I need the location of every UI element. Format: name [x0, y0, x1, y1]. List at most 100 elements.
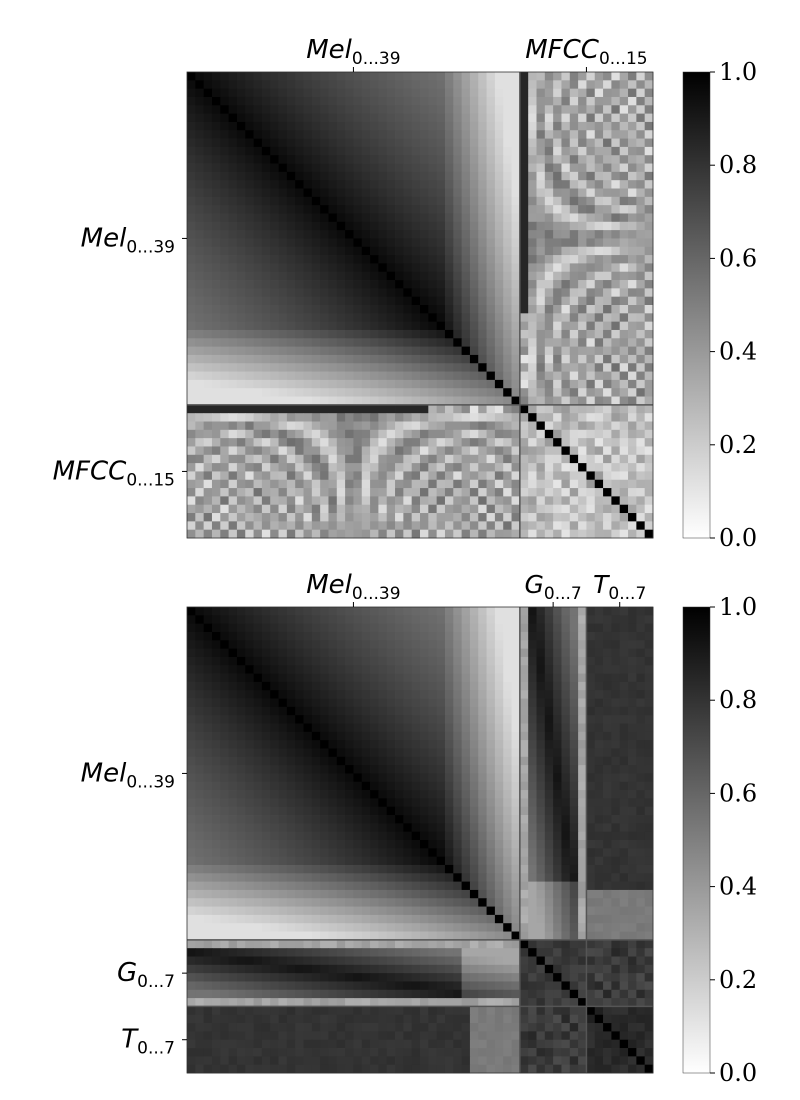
heatmap-cell: [187, 196, 196, 206]
heatmap-cell: [211, 130, 221, 139]
heatmap-cell: [420, 221, 429, 231]
heatmap-cell: [411, 715, 421, 724]
heatmap-cell: [195, 864, 205, 874]
heatmap-cell: [544, 146, 554, 156]
heatmap-cell: [336, 371, 346, 381]
heatmap-cell: [345, 221, 354, 231]
heatmap-cell: [211, 496, 221, 506]
heatmap-cell: [469, 488, 479, 497]
heatmap-cell: [478, 471, 487, 481]
heatmap-cell: [528, 305, 537, 314]
heatmap-cell: [569, 130, 579, 139]
heatmap-cell: [478, 706, 487, 716]
heatmap-cell: [603, 690, 612, 699]
heatmap-cell: [636, 840, 646, 849]
heatmap-cell: [636, 288, 646, 298]
heatmap-cell: [603, 731, 612, 741]
heatmap-cell: [586, 421, 596, 431]
heatmap-cell: [245, 756, 254, 766]
heatmap-cell: [195, 221, 205, 231]
heatmap-cell: [403, 438, 413, 447]
heatmap-cell: [386, 313, 396, 323]
heatmap-cell: [536, 471, 546, 481]
heatmap-cell: [278, 188, 288, 198]
heatmap-cell: [578, 681, 587, 691]
heatmap-cell: [320, 263, 329, 273]
heatmap-cell: [403, 798, 413, 808]
heatmap-cell: [411, 171, 421, 181]
heatmap-cell: [261, 715, 271, 724]
heatmap-cell: [544, 329, 554, 339]
heatmap-cell: [320, 698, 329, 708]
heatmap-cell: [303, 96, 313, 106]
heatmap-cell: [270, 673, 279, 683]
heatmap-cell: [278, 673, 288, 683]
heatmap-cell: [586, 313, 596, 323]
heatmap-cell: [370, 354, 379, 364]
heatmap-cell: [603, 446, 612, 456]
heatmap-cell: [278, 848, 288, 858]
heatmap-cell: [586, 798, 596, 808]
heatmap-cell: [428, 396, 438, 406]
heatmap-cell: [569, 338, 579, 348]
heatmap-cell: [436, 521, 446, 531]
heatmap-cell: [236, 121, 246, 131]
heatmap-cell: [228, 790, 238, 799]
heatmap-cell: [411, 673, 421, 683]
heatmap-cell: [353, 354, 363, 364]
heatmap-cell: [370, 815, 379, 824]
heatmap-cell: [345, 296, 354, 306]
heatmap-cell: [336, 773, 346, 783]
heatmap-cell: [436, 321, 446, 331]
heatmap-cell: [187, 504, 196, 514]
heatmap-cell: [628, 321, 637, 331]
heatmap-cell: [253, 665, 263, 674]
heatmap-cell: [261, 363, 271, 372]
heatmap-cell: [428, 346, 438, 356]
heatmap-cell: [636, 146, 646, 156]
heatmap-cell: [553, 221, 562, 231]
heatmap-cell: [469, 404, 479, 414]
heatmap-cell: [253, 329, 263, 339]
heatmap-cell: [644, 471, 654, 481]
heatmap-cell: [636, 130, 646, 139]
heatmap-cell: [569, 305, 579, 314]
heatmap-cell: [336, 313, 346, 323]
heatmap-cell: [386, 690, 396, 699]
heatmap-cell: [211, 205, 221, 214]
heatmap-cell: [453, 255, 463, 264]
heatmap-cell: [469, 864, 479, 874]
heatmap-cell: [403, 471, 413, 481]
heatmap-cell: [286, 529, 296, 539]
heatmap-cell: [644, 479, 654, 489]
heatmap-cell: [528, 363, 537, 372]
heatmap-cell: [444, 873, 454, 883]
heatmap-cell: [544, 88, 554, 98]
heatmap-cell: [211, 806, 221, 816]
heatmap-cell: [486, 665, 496, 674]
heatmap-cell: [395, 815, 404, 824]
heatmap-cell: [286, 806, 296, 816]
heatmap-cell: [461, 488, 471, 497]
heatmap-cell: [636, 781, 646, 791]
heatmap-cell: [461, 155, 471, 164]
heatmap-cell: [636, 429, 646, 439]
heatmap-cell: [220, 864, 230, 874]
heatmap-cell: [420, 790, 429, 799]
heatmap-cell: [411, 521, 421, 531]
heatmap-cell: [444, 121, 454, 131]
heatmap-cell: [436, 363, 446, 372]
heatmap-cell: [411, 230, 421, 239]
heatmap-cell: [503, 288, 512, 298]
heatmap-cell: [603, 88, 612, 98]
heatmap-cell: [220, 438, 230, 447]
heatmap-cell: [395, 529, 404, 539]
heatmap-cell: [286, 72, 296, 81]
heatmap-cell: [503, 221, 512, 231]
heatmap-cell: [478, 238, 487, 248]
heatmap-cell: [378, 798, 388, 808]
heatmap-cell: [594, 856, 604, 866]
heatmap-cell: [478, 446, 487, 456]
heatmap-cell: [195, 690, 205, 699]
heatmap-cell: [461, 346, 471, 356]
